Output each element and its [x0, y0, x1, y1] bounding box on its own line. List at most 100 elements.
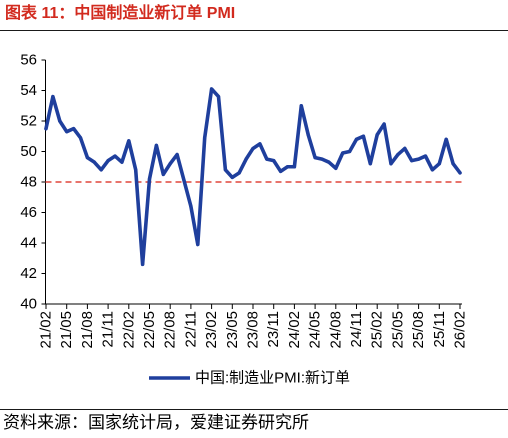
data-point [430, 168, 434, 172]
data-point [182, 178, 186, 183]
data-point [223, 168, 227, 172]
y-tick-label: 56 [20, 52, 37, 69]
x-tick-label: 25/02 [369, 311, 386, 349]
data-point [382, 122, 386, 126]
data-point [348, 149, 352, 154]
x-tick-label: 23/11 [265, 311, 282, 347]
y-tick-label: 40 [20, 296, 37, 313]
data-point [113, 154, 117, 158]
x-tick-label: 24/11 [348, 311, 365, 347]
data-point [451, 162, 455, 166]
data-point [341, 151, 345, 155]
y-tick-label: 48 [20, 174, 37, 191]
data-point [279, 169, 283, 173]
data-point [147, 177, 152, 181]
data-point [120, 160, 124, 164]
chart-title: 图表 11：中国制造业新订单 PMI [5, 5, 236, 22]
x-axis: 21/02 21/05 21/08 21/11 22/02 22/05 22/08 22/11… [38, 303, 469, 349]
data-point [320, 157, 324, 161]
legend-label: 中国:制造业PMI:新订单 [195, 370, 350, 387]
data-point [141, 262, 145, 266]
y-axis: 40 42 44 46 48 50 52 54 56 [20, 52, 46, 313]
y-tick-label: 46 [20, 204, 37, 221]
data-point [237, 171, 241, 175]
x-tick-label: 24/02 [286, 311, 303, 349]
y-tick-label: 52 [20, 113, 37, 130]
x-tick-label: 22/05 [141, 311, 158, 349]
source-note: 资料来源：国家统计局，爱建证券研究所 [3, 413, 309, 432]
x-tick-label: 23/08 [245, 311, 262, 349]
x-tick-label: 23/05 [224, 311, 241, 349]
x-tick-label: 22/11 [182, 311, 199, 347]
data-point [78, 136, 83, 140]
data-point [127, 139, 131, 143]
data-point [196, 242, 200, 247]
data-point [65, 130, 69, 134]
data-point [85, 156, 89, 160]
data-point [154, 143, 158, 147]
data-point [396, 152, 400, 157]
data-point [354, 137, 359, 141]
y-tick-label: 42 [20, 265, 37, 282]
data-point [410, 159, 414, 163]
data-point [389, 162, 393, 166]
data-point [44, 127, 48, 131]
data-point [306, 133, 310, 137]
x-tick-label: 25/05 [389, 311, 406, 349]
x-tick-label: 21/11 [100, 311, 117, 347]
data-point [458, 171, 462, 175]
legend: 中国:制造业PMI:新订单 [149, 370, 350, 387]
series-line [44, 87, 462, 267]
data-point [265, 157, 269, 161]
data-point [175, 152, 179, 157]
data-point [423, 154, 428, 158]
data-point [375, 133, 379, 137]
x-tick-label: 23/02 [203, 311, 220, 349]
data-point [72, 127, 76, 131]
x-tick-label: 24/05 [307, 311, 324, 349]
data-point [299, 104, 303, 108]
y-tick-label: 54 [20, 82, 37, 99]
y-tick-label: 44 [20, 235, 37, 252]
data-point [444, 137, 448, 141]
x-tick-label: 21/08 [79, 311, 96, 349]
data-point [210, 87, 214, 91]
data-point [92, 160, 96, 164]
y-tick-label: 50 [20, 143, 37, 160]
series-0 [44, 87, 462, 267]
x-tick-label: 26/02 [452, 311, 469, 349]
x-tick-label: 24/08 [327, 311, 344, 349]
data-point [189, 204, 193, 208]
x-tick-label: 25/08 [410, 311, 427, 349]
data-point [134, 168, 138, 172]
data-point [437, 162, 441, 166]
x-tick-label: 21/05 [58, 311, 75, 349]
data-point [313, 156, 317, 160]
data-point [403, 146, 407, 151]
data-point [244, 157, 248, 161]
data-point [361, 134, 365, 138]
data-point [292, 165, 296, 169]
data-point [161, 172, 165, 176]
data-point [58, 119, 62, 123]
x-tick-label: 25/11 [431, 311, 448, 347]
data-point [417, 157, 421, 161]
x-tick-label: 21/02 [38, 311, 55, 349]
data-point [251, 146, 255, 151]
data-point [203, 136, 207, 140]
data-point [99, 168, 103, 172]
data-point [168, 162, 172, 166]
data-point [216, 95, 221, 99]
data-point [230, 175, 234, 180]
data-point [285, 165, 290, 169]
source-divider [0, 409, 508, 410]
title-divider [0, 30, 508, 31]
data-point [51, 95, 55, 99]
x-tick-label: 22/08 [162, 311, 179, 349]
data-point [272, 159, 276, 163]
data-point [368, 162, 372, 166]
data-point [258, 142, 262, 146]
x-tick-label: 22/02 [120, 311, 137, 349]
